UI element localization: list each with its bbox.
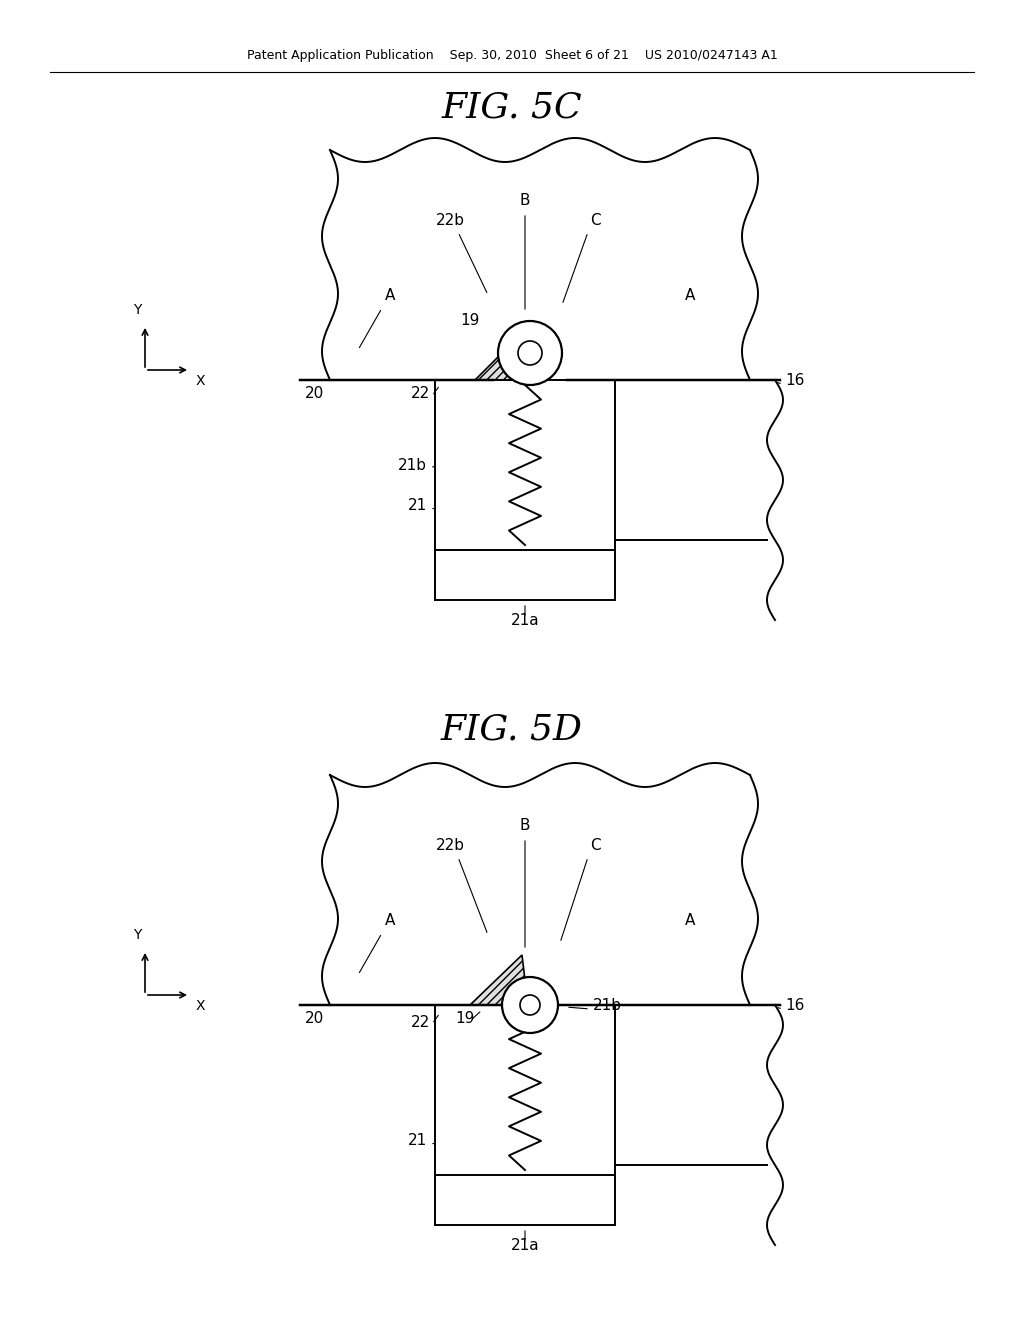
Text: A: A <box>385 913 395 928</box>
Text: 21a: 21a <box>511 612 540 628</box>
Polygon shape <box>475 335 525 380</box>
Text: C: C <box>590 838 600 853</box>
Text: Y: Y <box>133 928 141 942</box>
Circle shape <box>498 321 562 385</box>
Text: FIG. 5C: FIG. 5C <box>441 91 583 125</box>
Text: 19: 19 <box>456 1011 475 1026</box>
Bar <box>435 1005 615 1225</box>
Text: 20: 20 <box>305 385 325 401</box>
Text: 20: 20 <box>305 1011 325 1026</box>
Circle shape <box>518 341 542 366</box>
Text: 22: 22 <box>411 385 430 401</box>
Bar <box>435 380 615 601</box>
Text: C: C <box>590 213 600 228</box>
Text: 21: 21 <box>408 1133 427 1148</box>
Circle shape <box>502 977 558 1034</box>
Text: 22b: 22b <box>435 838 465 853</box>
Text: X: X <box>196 999 206 1012</box>
Text: 21b: 21b <box>398 458 427 473</box>
Text: A: A <box>385 288 395 304</box>
Text: 21b: 21b <box>593 998 622 1012</box>
Text: 16: 16 <box>785 998 805 1012</box>
Text: B: B <box>520 818 530 833</box>
Text: X: X <box>196 374 206 388</box>
Text: Y: Y <box>133 304 141 317</box>
Text: FIG. 5D: FIG. 5D <box>441 713 583 747</box>
Circle shape <box>520 995 540 1015</box>
Text: 21: 21 <box>408 498 427 513</box>
Text: 22: 22 <box>411 1015 430 1030</box>
Text: B: B <box>520 193 530 209</box>
Text: 21a: 21a <box>511 1238 540 1253</box>
Text: 19: 19 <box>461 313 479 327</box>
Text: A: A <box>685 288 695 304</box>
Polygon shape <box>470 954 528 1005</box>
Text: A: A <box>685 913 695 928</box>
Text: Patent Application Publication    Sep. 30, 2010  Sheet 6 of 21    US 2010/024714: Patent Application Publication Sep. 30, … <box>247 49 777 62</box>
Text: 16: 16 <box>785 374 805 388</box>
Text: 22b: 22b <box>435 213 465 228</box>
